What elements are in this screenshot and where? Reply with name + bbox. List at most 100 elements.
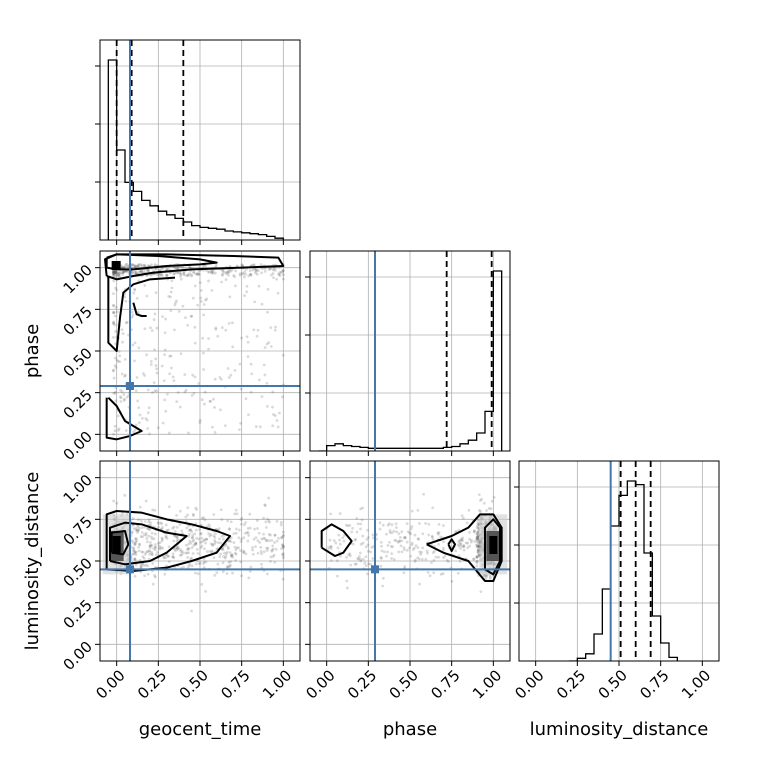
scatter-point (175, 299, 178, 303)
scatter-point (190, 314, 194, 318)
scatter-point (155, 371, 159, 375)
scatter-point (190, 274, 194, 278)
scatter-point (136, 264, 140, 268)
scatter-point (163, 331, 167, 335)
scatter-point (165, 392, 169, 396)
scatter-point (445, 558, 449, 562)
scatter-point (133, 287, 137, 291)
scatter-point (177, 546, 180, 550)
scatter-point (114, 271, 117, 275)
scatter-point (476, 550, 480, 554)
contour-line (484, 518, 501, 576)
scatter-point (263, 503, 267, 507)
scatter-point (475, 564, 479, 568)
scatter-point (228, 539, 231, 543)
scatter-point (400, 550, 404, 554)
scatter-point (207, 347, 210, 351)
scatter-point (131, 263, 134, 267)
scatter-point (112, 322, 115, 325)
scatter-point (379, 540, 383, 544)
scatter-point (211, 543, 214, 546)
scatter-point (216, 541, 220, 545)
scatter-point (483, 574, 487, 578)
scatter-point (342, 533, 346, 537)
panel-geocent_time-geocent_time (95, 39, 301, 245)
scatter-point (133, 574, 137, 578)
scatter-point (473, 529, 476, 532)
scatter-point (259, 550, 263, 553)
scatter-point (267, 532, 271, 536)
scatter-point (132, 548, 136, 552)
scatter-point (409, 554, 413, 558)
scatter-point (204, 264, 208, 268)
scatter-point (120, 390, 124, 394)
panel-luminosity_distance-phase (305, 460, 511, 666)
scatter-point (138, 542, 141, 546)
scatter-point (135, 539, 139, 543)
scatter-point (175, 536, 179, 539)
scatter-point (416, 537, 420, 541)
scatter-point (485, 509, 488, 512)
scatter-point (458, 559, 462, 563)
scatter-point (190, 609, 193, 613)
scatter-point (187, 431, 190, 435)
scatter-point (204, 560, 208, 564)
scatter-point (149, 360, 153, 363)
scatter-point (256, 527, 259, 530)
scatter-point (406, 530, 410, 534)
scatter-point (251, 552, 255, 556)
scatter-point (456, 571, 460, 575)
scatter-point (145, 353, 148, 357)
scatter-point (390, 531, 394, 535)
scatter-point (112, 279, 116, 283)
scatter-point (254, 268, 258, 272)
scatter-point (267, 519, 271, 523)
scatter-point (240, 522, 243, 526)
scatter-point (146, 572, 150, 576)
scatter-point (274, 547, 278, 551)
scatter-point (281, 533, 285, 537)
scatter-point (267, 520, 271, 524)
scatter-point (467, 508, 471, 512)
scatter-point (369, 550, 373, 554)
scatter-point (227, 539, 231, 543)
scatter-point (115, 501, 119, 505)
contour-line (110, 530, 130, 556)
scatter-point (281, 546, 285, 549)
scatter-point (124, 299, 128, 303)
scatter-point (476, 544, 480, 548)
scatter-point (482, 501, 486, 505)
panel-plot-area (100, 40, 300, 240)
scatter-point (218, 555, 222, 559)
scatter-point (271, 555, 275, 558)
scatter-point (138, 413, 142, 417)
scatter-point (262, 516, 266, 520)
scatter-point (158, 547, 162, 551)
scatter-point (272, 276, 275, 280)
scatter-point (149, 521, 153, 525)
scatter-point (112, 304, 116, 308)
scatter-point (157, 272, 160, 276)
scatter-point (427, 522, 431, 526)
scatter-point (150, 535, 153, 539)
scatter-point (112, 272, 115, 276)
scatter-point (271, 405, 274, 409)
scatter-point (403, 535, 407, 539)
scatter-point (138, 269, 142, 272)
scatter-point (139, 564, 143, 568)
scatter-point (235, 527, 238, 531)
scatter-point (246, 340, 250, 344)
scatter-point (156, 426, 160, 430)
scatter-point (179, 352, 183, 356)
panel-plot-area (100, 461, 300, 661)
scatter-point (174, 546, 178, 549)
scatter-point (198, 421, 202, 424)
scatter-point (112, 270, 116, 274)
scatter-point (132, 549, 135, 553)
scatter-point (253, 300, 257, 304)
scatter-point (138, 558, 142, 562)
scatter-point (230, 554, 234, 557)
scatter-point (119, 400, 123, 403)
scatter-point (234, 531, 238, 535)
scatter-point (381, 584, 385, 588)
